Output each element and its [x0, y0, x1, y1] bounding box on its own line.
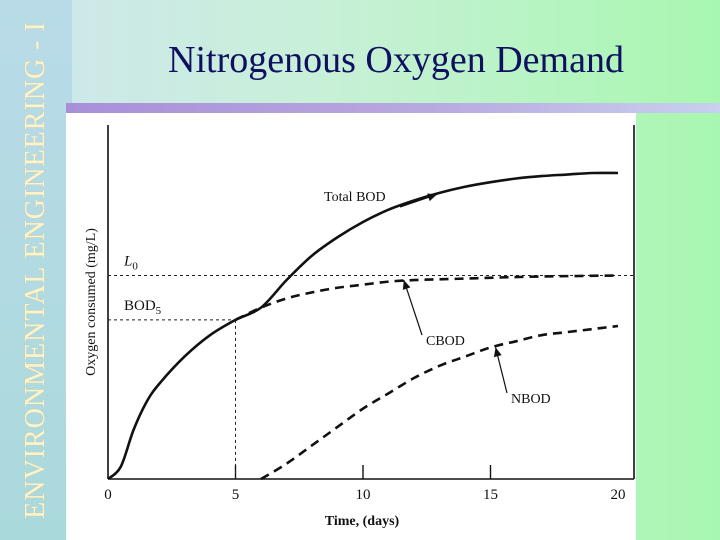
- title-divider: [66, 103, 720, 113]
- reference-label: BOD5: [124, 298, 162, 317]
- annotation-arrowhead: [402, 280, 411, 290]
- series-annotation: NBOD: [511, 392, 551, 407]
- series-line-nbod: [260, 324, 619, 481]
- sidebar-band: ENVIRONMENTAL ENGINEERING - I: [0, 0, 72, 540]
- x-tick-label: 0: [104, 487, 112, 503]
- x-tick-label: 15: [483, 487, 498, 503]
- x-tick-label: 10: [356, 487, 371, 503]
- slide-title: Nitrogenous Oxygen Demand: [168, 39, 624, 81]
- x-tick-label: 20: [611, 487, 626, 503]
- y-axis-label: Oxygen consumed (mg/L): [84, 228, 99, 376]
- annotation-arrowhead: [493, 347, 502, 358]
- x-axis-label: Time, (days): [325, 514, 400, 529]
- series-line-cbod: [234, 274, 619, 322]
- annotation-arrowhead: [427, 193, 437, 202]
- series-annotation: Total BOD: [324, 190, 386, 205]
- reference-label: L0: [123, 254, 138, 273]
- series-line-total-bod: [107, 171, 619, 481]
- bod-chart: Oxygen consumed (mg/L) Time, (days) 0 5 10…: [84, 125, 635, 529]
- series-annotation: CBOD: [426, 334, 465, 349]
- annotation-leader: [403, 279, 423, 336]
- x-tick-label: 5: [232, 487, 240, 503]
- chart-panel: Oxygen consumed (mg/L) Time, (days) 0 5 10…: [66, 113, 636, 540]
- sidebar-label: ENVIRONMENTAL ENGINEERING - I: [20, 21, 51, 519]
